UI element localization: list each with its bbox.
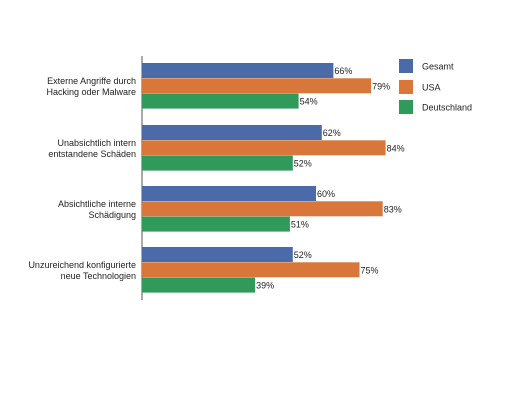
- legend-swatch-gesamt: [399, 59, 413, 73]
- legend-label: USA: [422, 83, 441, 93]
- category-labels: Externe Angriffe durch Hacking oder Malwa…: [28, 76, 136, 281]
- category-label-line: entstandene Schäden: [48, 149, 136, 159]
- category-label-line: neue Technologien: [61, 271, 136, 281]
- legend-label: Deutschland: [422, 103, 472, 113]
- bar-deutschland: [142, 277, 256, 293]
- category-label-line: Unabsichtlich intern: [57, 138, 136, 148]
- data-label: 83%: [384, 204, 402, 214]
- legend-swatch-usa: [399, 80, 413, 94]
- category-label-line: Absichtliche interne: [58, 199, 136, 209]
- legend: Gesamt USA Deutschland: [399, 59, 472, 114]
- bar-deutschland: [142, 93, 299, 109]
- data-label: 62%: [323, 128, 341, 138]
- category-label-line: Schädigung: [88, 210, 136, 220]
- bar-usa: [142, 262, 360, 278]
- data-label: 51%: [291, 220, 309, 230]
- bar-gesamt: [142, 125, 322, 140]
- data-label: 52%: [294, 250, 312, 260]
- bar-gesamt: [142, 247, 293, 262]
- data-label: 66%: [334, 66, 352, 76]
- category-label: Externe Angriffe durch Hacking oder Malwa…: [46, 76, 136, 97]
- data-label: 79%: [372, 81, 390, 91]
- category-label: Unabsichtlich intern entstandene Schäden: [48, 138, 136, 159]
- bar-usa: [142, 78, 372, 94]
- bar-gesamt: [142, 186, 316, 201]
- category-label-line: Unzureichend konfigurierte: [28, 260, 136, 270]
- bar-gesamt: [142, 63, 334, 78]
- category-label: Absichtliche interne Schädigung: [58, 199, 136, 220]
- bar-deutschland: [142, 155, 293, 171]
- data-label: 75%: [361, 265, 379, 275]
- category-label: Unzureichend konfigurierte neue Technolog…: [28, 260, 136, 281]
- value-labels: 66% 79% 54% 62% 84% 52% 60% 83% 51% 52% 75% 39%: [256, 66, 405, 291]
- category-label-line: Hacking oder Malware: [46, 87, 136, 97]
- bar-usa: [142, 140, 386, 156]
- data-label: 60%: [317, 189, 335, 199]
- legend-swatch-deutschland: [399, 100, 413, 114]
- data-label: 54%: [300, 97, 318, 107]
- bar-usa: [142, 201, 383, 217]
- data-label: 39%: [256, 281, 274, 291]
- data-label: 84%: [387, 143, 405, 153]
- data-label: 52%: [294, 159, 312, 169]
- category-label-line: Externe Angriffe durch: [47, 76, 136, 86]
- bars: [142, 63, 386, 293]
- legend-label: Gesamt: [422, 62, 454, 72]
- bar-deutschland: [142, 216, 290, 232]
